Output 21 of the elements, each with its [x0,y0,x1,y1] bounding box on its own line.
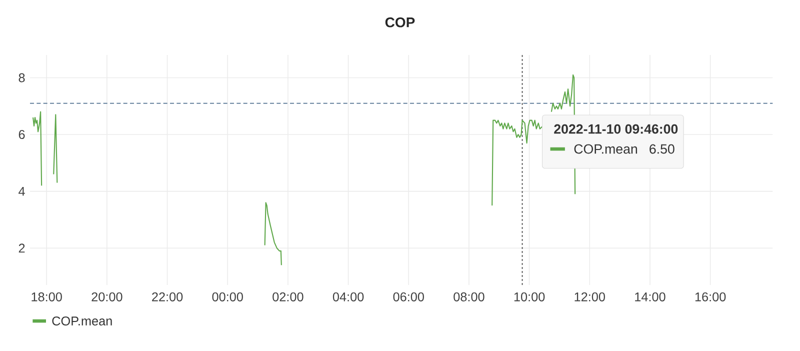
annotation: 2022-11-10 09:46:00 [554,124,678,134]
x-tick-label: 04:00 [332,292,364,302]
x-tick-label: 08:00 [454,292,484,302]
y-tick-label: 4 [18,186,25,196]
x-tick-label: 02:00 [272,292,304,302]
x-tick-label: 10:00 [514,292,545,302]
x-tick-label: 00:00 [212,292,243,302]
annotation: COP.mean [574,144,638,154]
y-tick-label: 2 [18,244,25,253]
x-tick-label: 12:00 [574,292,605,302]
y-tick-label: 6 [18,130,25,139]
chart-title: COP [385,17,415,28]
y-tick-label: 8 [18,73,25,82]
x-tick-label: 18:00 [32,292,62,302]
x-tick-label: 16:00 [695,292,726,302]
x-tick-label: 20:00 [92,292,122,302]
annotation: 6.50 [650,144,674,154]
x-tick-label: 14:00 [635,292,666,302]
x-tick-label: 06:00 [393,292,424,302]
legend-label: COP.mean [52,316,112,326]
x-tick-label: 22:00 [152,292,183,302]
